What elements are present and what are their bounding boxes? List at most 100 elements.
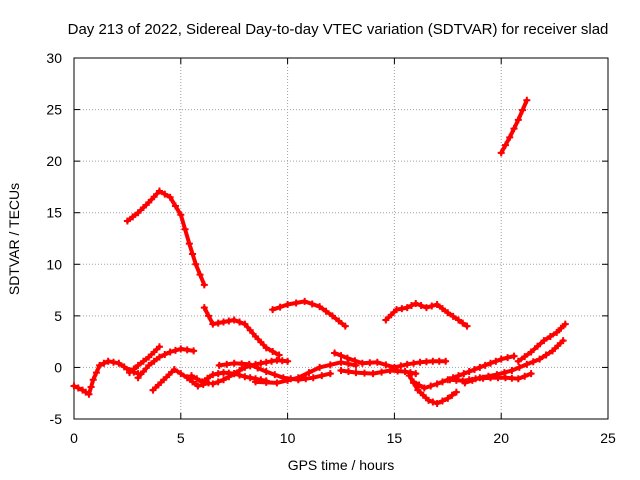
data-point: [220, 318, 228, 326]
series-track-7: [126, 343, 163, 377]
data-point: [484, 372, 492, 380]
series-track-8: [134, 345, 198, 382]
data-point: [139, 357, 147, 365]
data-point: [236, 318, 244, 326]
data-point: [534, 342, 542, 350]
data-point: [302, 375, 310, 383]
data-point: [322, 307, 330, 315]
data-point: [230, 359, 238, 367]
data-point: [110, 358, 118, 366]
series-track-14: [331, 349, 450, 371]
data-point: [126, 369, 134, 377]
data-point: [510, 125, 518, 133]
data-point: [446, 376, 454, 384]
data-point: [284, 357, 292, 365]
data-point: [454, 316, 462, 324]
data-point: [187, 372, 195, 380]
data-point: [123, 217, 131, 225]
data-point: [492, 357, 500, 365]
data-point: [194, 382, 202, 390]
data-point: [292, 299, 300, 307]
data-point: [326, 370, 334, 378]
data-point: [100, 359, 108, 367]
data-point: [252, 332, 260, 340]
data-point: [134, 374, 142, 382]
data-point: [318, 372, 326, 380]
axis-ticks: 0 5 10 15 20 25 -5 0 5 10 15 20 25 30: [46, 50, 616, 446]
data-point: [481, 361, 489, 369]
data-point: [523, 96, 531, 104]
data-point: [308, 300, 316, 308]
data-point: [166, 348, 174, 356]
y-tick-label: 0: [54, 359, 62, 375]
data-point: [196, 271, 204, 279]
data-point: [268, 357, 276, 365]
data-point: [337, 367, 345, 375]
data-point: [382, 361, 390, 369]
data-point: [427, 382, 435, 390]
data-point: [416, 358, 424, 366]
data-point: [223, 360, 231, 368]
data-point: [166, 193, 174, 201]
data-point: [369, 370, 377, 378]
data-point: [305, 369, 313, 377]
data-point: [225, 317, 233, 325]
data-point: [183, 374, 191, 382]
data-point: [386, 367, 394, 375]
data-point: [225, 373, 233, 381]
data-point: [410, 359, 418, 367]
data-point: [414, 386, 422, 394]
data-point: [422, 358, 430, 366]
data-point: [284, 301, 292, 309]
data-point: [397, 362, 405, 370]
data-point: [70, 382, 78, 390]
data-point: [284, 376, 292, 384]
data-point: [190, 347, 198, 355]
data-point: [527, 348, 535, 356]
data-point: [540, 337, 548, 345]
series-track-13: [252, 358, 360, 387]
data-point: [514, 116, 522, 124]
data-point: [160, 376, 168, 384]
data-point: [130, 365, 138, 373]
data-point: [301, 297, 309, 305]
data-point: [393, 306, 401, 314]
data-point: [177, 345, 185, 353]
data-point: [501, 374, 509, 382]
data-point: [139, 204, 147, 212]
plot-frame: [73, 57, 609, 420]
data-point: [189, 378, 197, 386]
data-point: [294, 374, 302, 382]
data-point: [548, 347, 556, 355]
data-point: [415, 381, 423, 389]
data-point: [508, 374, 516, 382]
x-tick-label: 25: [600, 430, 616, 446]
series-track-1: [123, 187, 208, 289]
x-tick-label: 10: [280, 430, 296, 446]
y-tick-label: 30: [46, 50, 62, 66]
data-point: [230, 316, 238, 324]
data-point: [468, 376, 476, 384]
data-point: [262, 344, 270, 352]
data-series: [70, 96, 569, 408]
data-point: [171, 202, 179, 210]
data-point: [514, 357, 522, 365]
data-point: [236, 367, 244, 375]
y-tick-label: 5: [54, 308, 62, 324]
data-point: [271, 371, 279, 379]
data-point: [366, 359, 374, 367]
data-point: [508, 367, 516, 375]
y-tick-label: -5: [50, 411, 63, 427]
data-point: [435, 357, 443, 365]
data-point: [463, 322, 471, 330]
data-point: [554, 342, 562, 350]
data-point: [497, 149, 505, 157]
data-point: [252, 378, 260, 386]
data-point: [205, 312, 213, 320]
data-point: [214, 370, 222, 378]
data-point: [487, 359, 495, 367]
data-point: [316, 303, 324, 311]
data-point: [337, 358, 345, 366]
data-point: [510, 352, 518, 360]
data-point: [214, 319, 222, 327]
